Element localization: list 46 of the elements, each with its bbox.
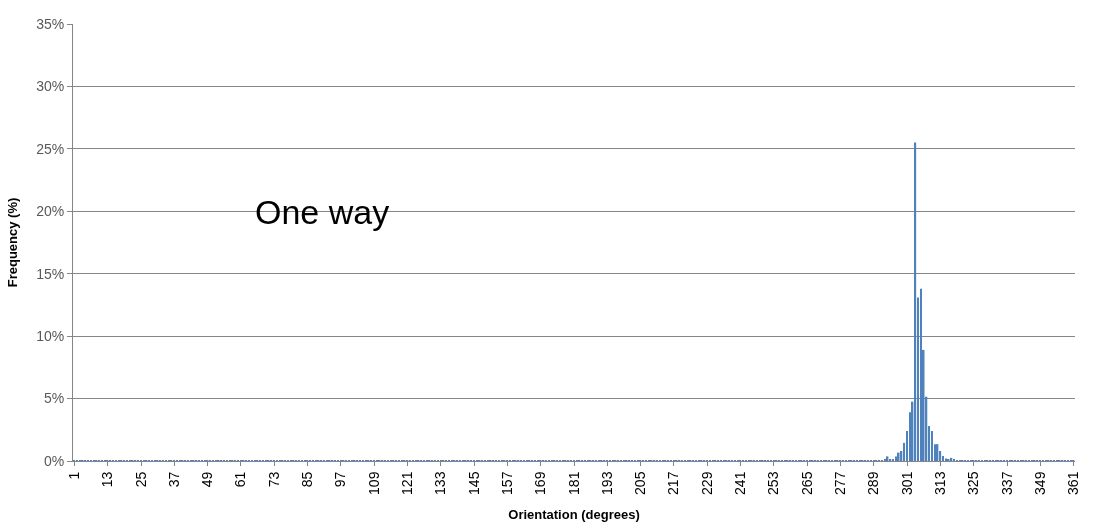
y-tick-label: 25% xyxy=(36,140,65,157)
x-tick-label: 229 xyxy=(698,471,715,495)
x-tick-label: 121 xyxy=(399,471,416,495)
x-tick-label: 277 xyxy=(832,471,849,495)
x-tick-label: 49 xyxy=(199,471,216,488)
x-tick-label: 241 xyxy=(732,471,749,495)
bar xyxy=(895,456,897,461)
x-tick-label: 109 xyxy=(365,471,382,495)
x-tick-label: 361 xyxy=(1065,471,1082,495)
y-tick-label: 30% xyxy=(36,78,65,95)
x-tick-label: 193 xyxy=(598,471,615,495)
y-tick-label: 10% xyxy=(36,328,65,345)
x-tick-label: 61 xyxy=(232,471,249,488)
x-tick-label: 301 xyxy=(898,471,915,495)
x-tick-label: 253 xyxy=(765,471,782,495)
x-tick-label: 217 xyxy=(665,471,682,495)
y-tick-label: 20% xyxy=(36,203,65,220)
x-tick-label: 181 xyxy=(565,471,582,495)
x-tick-label: 13 xyxy=(99,471,116,488)
x-tick-label: 145 xyxy=(465,471,482,495)
bar xyxy=(920,288,922,461)
x-tick-label: 169 xyxy=(532,471,549,495)
x-tick-label: 349 xyxy=(1031,471,1048,495)
x-tick-label: 73 xyxy=(265,471,282,488)
annotation: One way xyxy=(255,193,390,231)
x-tick-label: 265 xyxy=(798,471,815,495)
y-tick-label: 0% xyxy=(43,452,65,469)
x-tick-label: 337 xyxy=(998,471,1015,495)
x-tick-label: 205 xyxy=(632,471,649,495)
y-tick-label: 35% xyxy=(36,15,65,32)
x-tick-label: 133 xyxy=(432,471,449,495)
x-tick-label: 1 xyxy=(65,471,82,480)
bar xyxy=(914,142,917,461)
x-tick-label: 85 xyxy=(299,471,316,488)
x-axis-title: Orientation (degrees) xyxy=(508,506,640,522)
x-tick-label: 289 xyxy=(865,471,882,495)
x-tick-label: 325 xyxy=(965,471,982,495)
y-tick-label: 15% xyxy=(36,265,65,282)
y-axis-title: Frequency (%) xyxy=(5,197,21,288)
bar xyxy=(886,456,889,461)
x-tick-label: 313 xyxy=(931,471,948,495)
x-tick-label: 37 xyxy=(165,471,182,488)
y-tick-label: 5% xyxy=(43,390,65,407)
x-tick-label: 25 xyxy=(132,471,149,488)
x-tick-label: 157 xyxy=(498,471,515,495)
x-tick-label: 97 xyxy=(332,471,349,488)
